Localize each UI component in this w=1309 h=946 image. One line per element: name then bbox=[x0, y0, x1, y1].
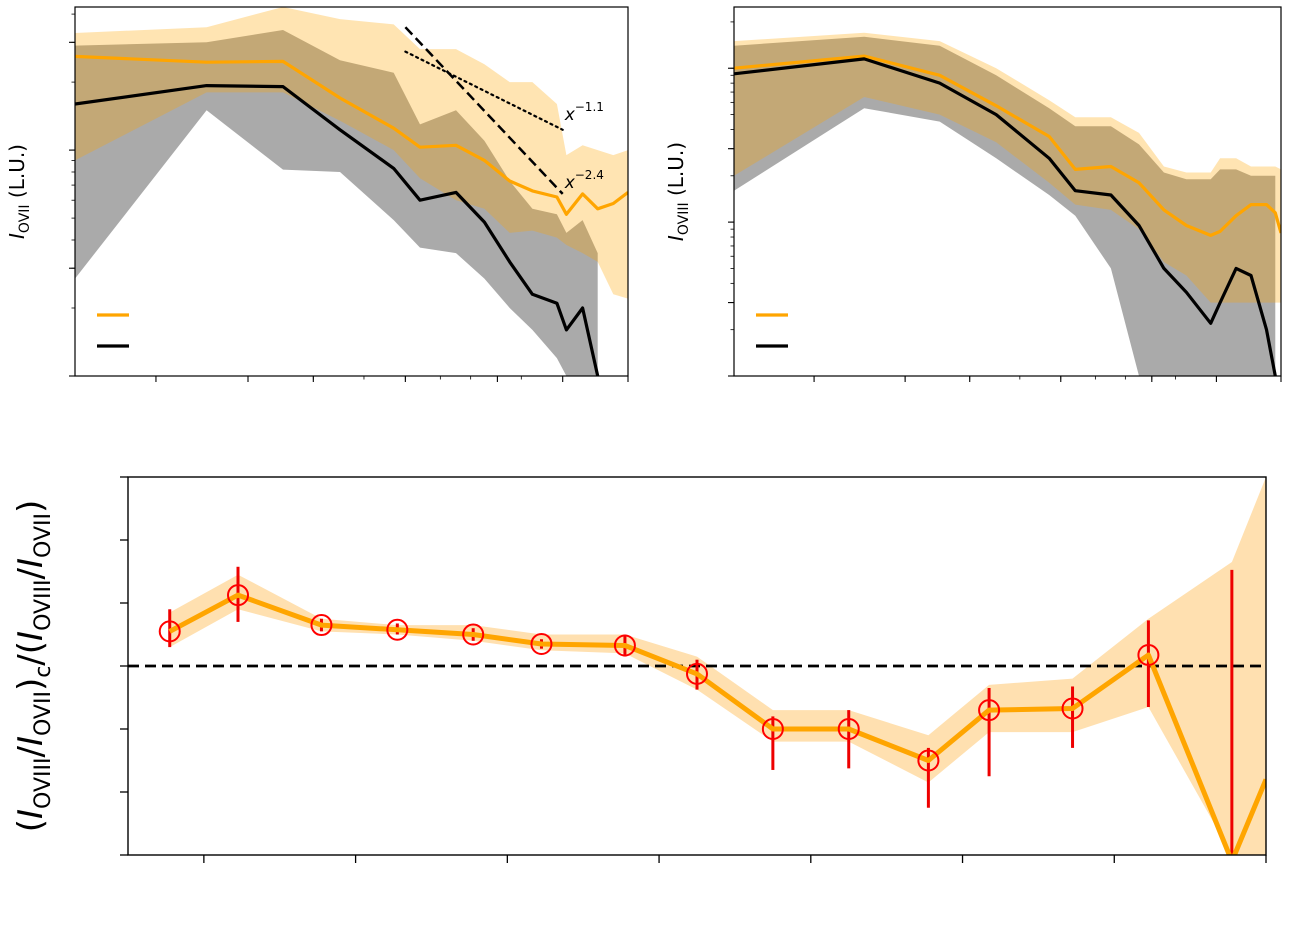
before-uncertainty-band bbox=[75, 7, 628, 299]
chart-oviii-intensity: IOVIII (L.U.) bbox=[664, 6, 1282, 382]
data-point-marker bbox=[613, 634, 636, 657]
plot-area bbox=[75, 7, 628, 376]
series-line-after bbox=[75, 84, 600, 376]
data-point-marker bbox=[686, 662, 708, 685]
after-uncertainty-band bbox=[75, 30, 598, 376]
series-line-before bbox=[734, 54, 1281, 237]
data-point-marker bbox=[761, 718, 784, 740]
y-axis-label: IOVII (L.U.) bbox=[5, 144, 33, 239]
before-uncertainty-band bbox=[734, 32, 1281, 303]
data-point-marker bbox=[1061, 697, 1084, 720]
axes-frame bbox=[733, 6, 1282, 377]
data-point-marker bbox=[837, 718, 860, 740]
ratio-line bbox=[168, 592, 1266, 855]
plot-area bbox=[734, 32, 1281, 376]
data-point-marker bbox=[1137, 643, 1160, 666]
plot-area bbox=[128, 477, 1266, 855]
after-uncertainty-band bbox=[734, 36, 1276, 376]
power-law-label: x−2.4 bbox=[564, 168, 604, 193]
power-law-label: x−1.1 bbox=[564, 100, 604, 125]
data-point-marker bbox=[917, 749, 940, 772]
data-point-marker bbox=[462, 623, 485, 646]
series-line-after bbox=[734, 57, 1277, 376]
y-axis-label: IOVIII (L.U.) bbox=[664, 142, 692, 241]
data-point-marker bbox=[158, 620, 181, 643]
chart-ovii-intensity: x−2.4 x−1.1 IOVII (L.U.) bbox=[5, 6, 629, 382]
data-point-marker bbox=[386, 618, 409, 641]
chart-ratio: (IOVIII/IOVII)c/(IOVIII/IOVII) bbox=[11, 476, 1267, 863]
axes-frame bbox=[74, 6, 629, 377]
data-point-marker bbox=[227, 584, 250, 607]
y-axis-label: (IOVIII/IOVII)c/(IOVIII/IOVII) bbox=[11, 500, 56, 833]
data-point-marker bbox=[978, 699, 1001, 722]
data-point-marker bbox=[310, 614, 333, 637]
data-point-marker bbox=[530, 632, 553, 655]
series-line-before bbox=[75, 54, 628, 216]
power-law-line bbox=[404, 26, 564, 195]
power-law-line bbox=[404, 50, 564, 131]
